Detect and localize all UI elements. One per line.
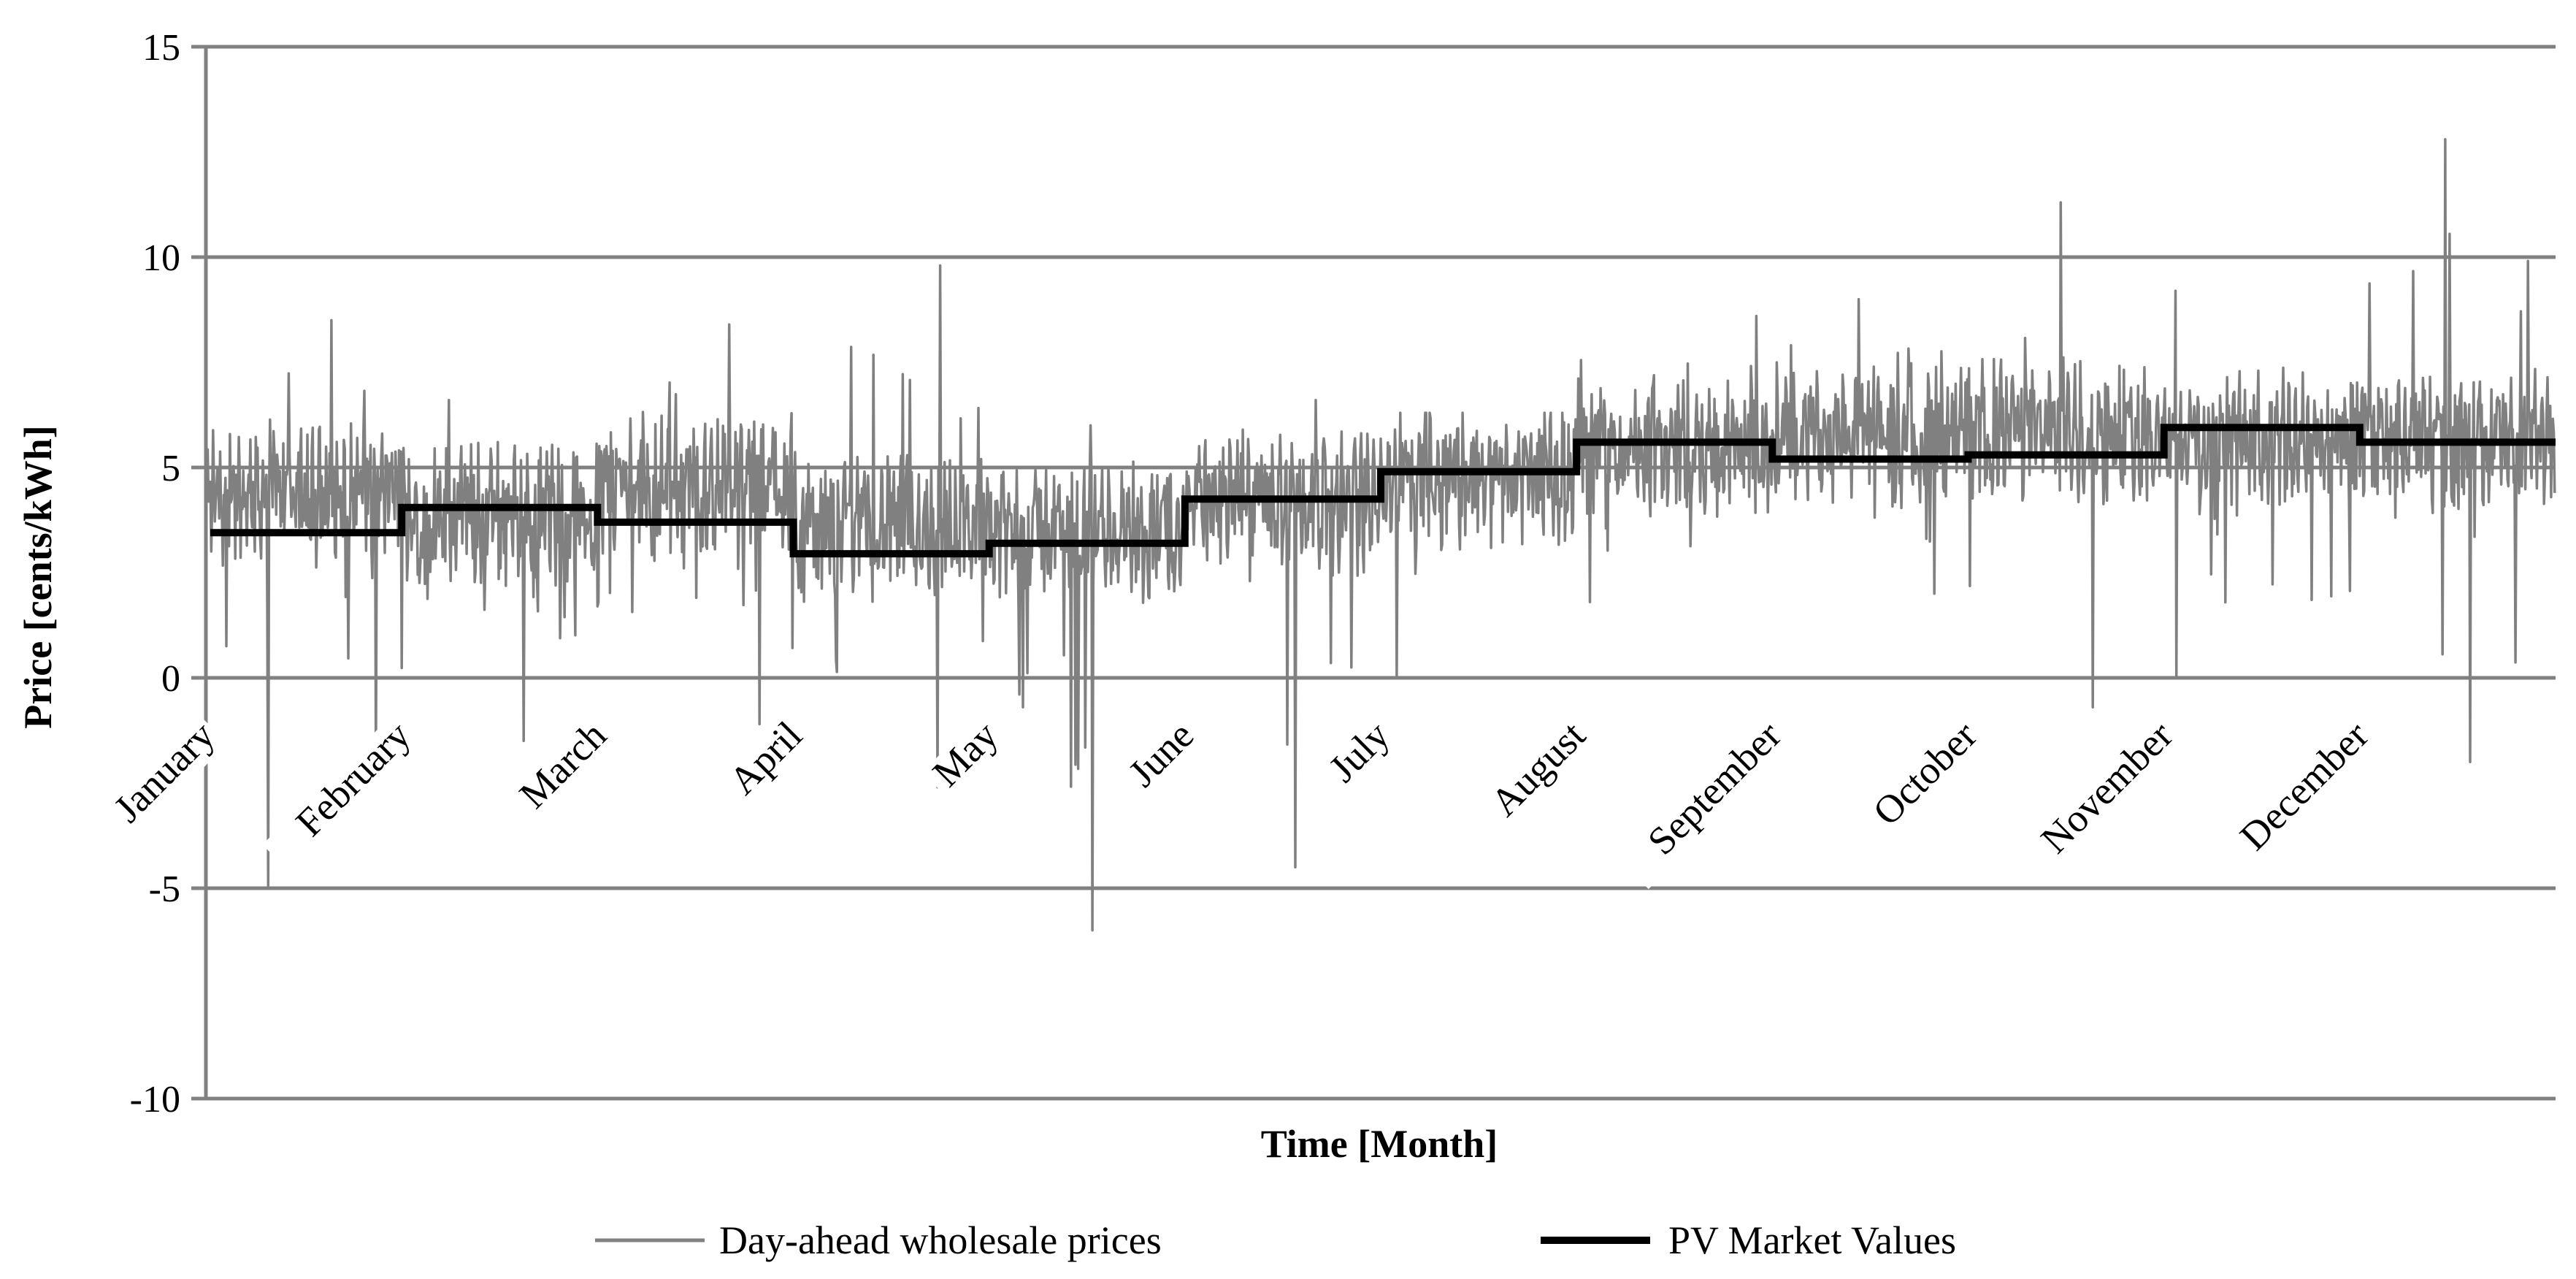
month-label: October	[1865, 713, 1985, 833]
month-label-background	[2220, 713, 2382, 875]
legend: Day-ahead wholesale prices PV Market Val…	[595, 1218, 1956, 1262]
y-ticks: 15 10 5 0 -5 -10	[130, 27, 180, 1120]
month-label-group: December	[2220, 713, 2382, 875]
month-label-group: June	[1103, 713, 1207, 817]
month-label-group: April	[697, 713, 816, 831]
y-tick-label: 15	[142, 27, 180, 69]
month-label: November	[2033, 713, 2182, 862]
x-axis-title: Time [Month]	[1261, 1122, 1498, 1166]
month-label: December	[2231, 713, 2377, 858]
month-label-group: March	[501, 713, 620, 831]
month-label: September	[1639, 713, 1790, 863]
month-label-group: September	[1618, 713, 1795, 890]
month-label-background	[262, 713, 424, 875]
pv-market-values-series-group	[210, 424, 2556, 558]
month-label-background	[1103, 713, 1207, 817]
y-tick-label: -10	[130, 1079, 180, 1120]
month-label: February	[287, 713, 418, 844]
gridlines	[191, 45, 2556, 1101]
y-tick-label: -5	[149, 868, 180, 910]
month-label-background	[697, 713, 816, 831]
month-label-background	[921, 713, 1011, 803]
month-label-background	[1299, 713, 1403, 817]
y-tick-label: 10	[142, 237, 180, 279]
month-label-group: November	[2024, 713, 2186, 875]
month-label-group: July	[1299, 713, 1403, 817]
legend-label-pv: PV Market Values	[1668, 1218, 1956, 1262]
month-label-background	[2024, 713, 2186, 875]
y-tick-label: 0	[161, 658, 180, 700]
month-label-background	[81, 713, 228, 860]
month-label-group: August	[1465, 713, 1599, 846]
month-label-background	[1465, 713, 1599, 846]
month-label-background	[1843, 713, 1990, 860]
y-tick-label: 5	[161, 448, 180, 489]
day-ahead-series-group	[204, 137, 2556, 932]
legend-label-day-ahead: Day-ahead wholesale prices	[719, 1218, 1162, 1262]
pv-market-values-line	[210, 424, 2556, 558]
month-label-background	[501, 713, 620, 831]
month-label-background	[1618, 713, 1795, 890]
month-label-group: February	[262, 713, 424, 875]
month-label: March	[511, 713, 615, 817]
month-label-group: May	[921, 713, 1011, 803]
month-label-group: October	[1843, 713, 1990, 860]
month-label: August	[1482, 713, 1594, 825]
day-ahead-price-line	[204, 137, 2556, 932]
month-labels: January February March April May June July Augu…	[81, 713, 2382, 890]
y-axis-title: Price [cents/kWh]	[16, 425, 60, 728]
